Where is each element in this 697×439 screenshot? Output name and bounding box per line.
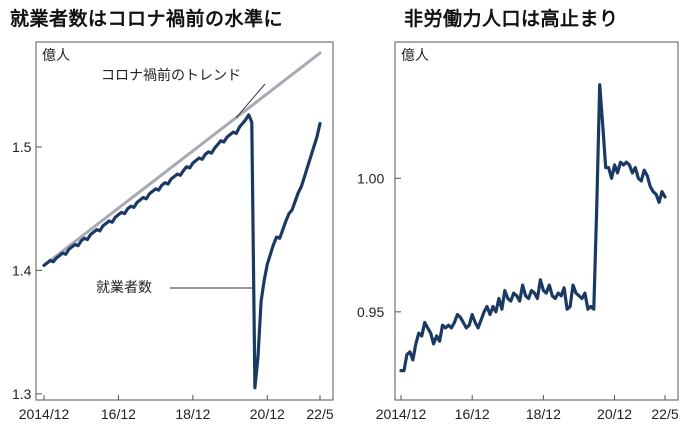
chart-title-employment: 就業者数はコロナ禍前の水準に xyxy=(10,8,284,30)
annotation-trend-leader xyxy=(235,83,266,118)
x-tick-label: 16/12 xyxy=(455,406,490,422)
y-tick-label: 1.3 xyxy=(12,386,32,402)
series-line-1 xyxy=(42,113,322,390)
x-tick-label: 22/5 xyxy=(306,406,333,422)
trend-line xyxy=(42,51,322,267)
annotation-employment: 就業者数 xyxy=(96,280,152,296)
y-tick-label: 1.5 xyxy=(12,139,32,155)
plot-frame-1 xyxy=(35,41,334,401)
y-tick-label: 1.00 xyxy=(357,170,384,186)
chart-title-non-labor: 非労働力人口は高止まり xyxy=(404,8,619,30)
series-line-2 xyxy=(399,83,667,373)
y-tick-label: 1.4 xyxy=(12,262,32,278)
x-tick-label: 2014/12 xyxy=(376,406,427,422)
x-tick-label: 20/12 xyxy=(250,406,285,422)
annotation-trend: コロナ禍前のトレンド xyxy=(101,67,241,84)
x-tick-label: 18/12 xyxy=(526,406,561,422)
x-tick-label: 22/5 xyxy=(651,406,678,422)
x-tick-label: 18/12 xyxy=(175,406,210,422)
y-tick-label: 0.95 xyxy=(357,304,384,320)
unit-label: 億人 xyxy=(401,48,429,64)
x-tick-label: 2014/12 xyxy=(19,406,70,422)
x-tick-label: 20/12 xyxy=(597,406,632,422)
unit-label: 億人 xyxy=(42,48,70,64)
plot-frame-2 xyxy=(394,41,679,401)
x-tick-label: 16/12 xyxy=(101,406,136,422)
